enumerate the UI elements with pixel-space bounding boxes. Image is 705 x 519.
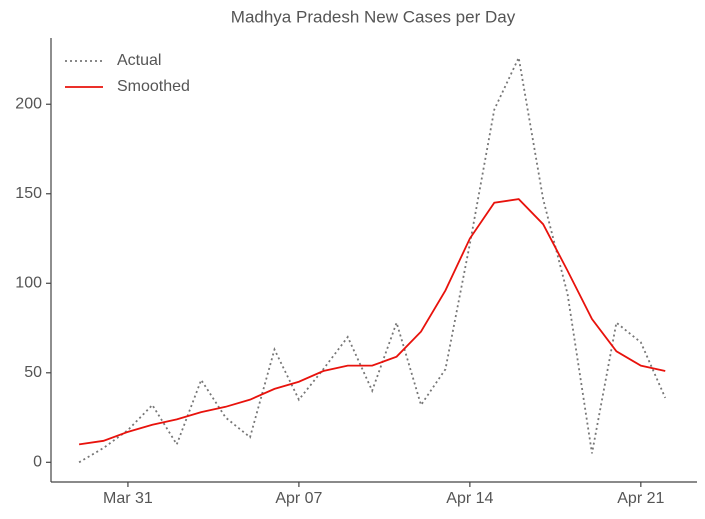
x-tick-label: Mar 31 <box>103 490 153 507</box>
series-line <box>78 54 667 464</box>
y-tick-label: 100 <box>15 274 42 291</box>
x-tick-label: Apr 21 <box>617 490 664 507</box>
y-tick-label: 200 <box>15 95 42 112</box>
series-line <box>78 198 666 446</box>
legend-label: Smoothed <box>117 78 190 95</box>
x-tick-label: Apr 14 <box>446 490 493 507</box>
chart-title: Madhya Pradesh New Cases per Day <box>231 7 516 26</box>
y-tick-label: 50 <box>24 364 42 381</box>
x-tick-label: Apr 07 <box>275 490 322 507</box>
legend-label: Actual <box>117 52 161 69</box>
y-tick-label: 150 <box>15 185 42 202</box>
y-tick-label: 0 <box>33 454 42 471</box>
